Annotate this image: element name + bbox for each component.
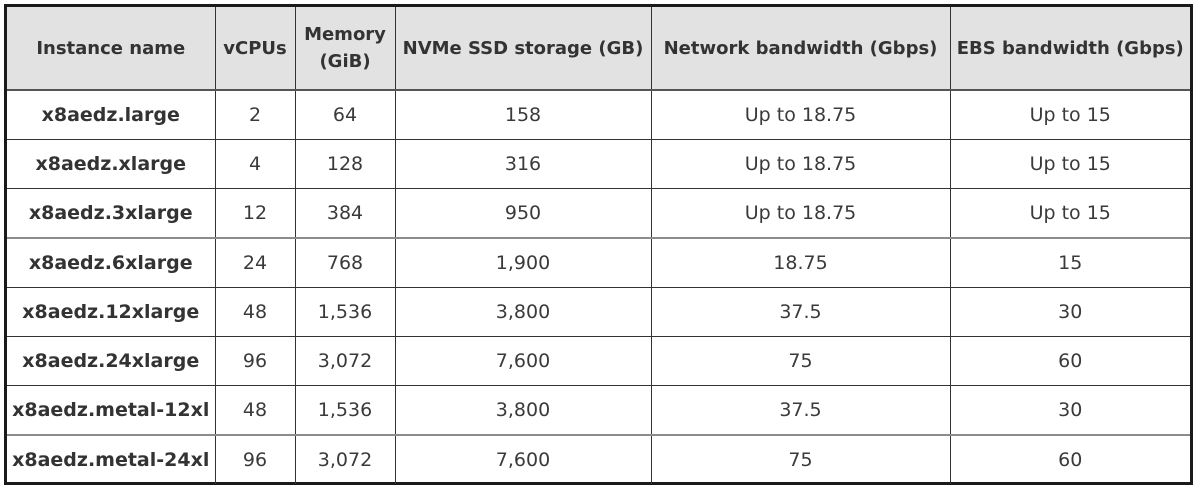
header-ebs-bandwidth: EBS bandwidth (Gbps) [949,7,1190,91]
cell-instance-name: x8aedz.12xlarge [7,287,216,337]
cell-memory: 1,536 [294,385,396,436]
table-row: x8aedz.metal-12xl 48 1,536 3,800 37.5 30 [7,385,1190,436]
cell-memory: 128 [294,139,396,189]
header-nvme-ssd-storage: NVMe SSD storage (GB) [394,7,652,91]
table-row: x8aedz.xlarge 4 128 316 Up to 18.75 Up t… [7,139,1190,189]
cell-network-bandwidth: Up to 18.75 [650,188,951,239]
table-row: x8aedz.metal-24xl 96 3,072 7,600 75 60 [7,434,1190,484]
table-row: x8aedz.3xlarge 12 384 950 Up to 18.75 Up… [7,188,1190,239]
cell-instance-name: x8aedz.metal-24xl [7,434,216,484]
cell-ebs-bandwidth: 60 [949,434,1190,484]
header-vcpus: vCPUs [214,7,296,91]
cell-network-bandwidth: 75 [650,336,951,386]
table-row: x8aedz.6xlarge 24 768 1,900 18.75 15 [7,237,1190,288]
cell-nvme-ssd-storage: 316 [394,139,652,189]
cell-network-bandwidth: Up to 18.75 [650,139,951,189]
cell-vcpus: 12 [214,188,296,239]
cell-vcpus: 24 [214,237,296,288]
cell-network-bandwidth: 75 [650,434,951,484]
cell-network-bandwidth: 18.75 [650,237,951,288]
cell-vcpus: 96 [214,336,296,386]
cell-ebs-bandwidth: Up to 15 [949,139,1190,189]
cell-instance-name: x8aedz.24xlarge [7,336,216,386]
cell-vcpus: 4 [214,139,296,189]
cell-nvme-ssd-storage: 7,600 [394,434,652,484]
cell-instance-name: x8aedz.metal-12xl [7,385,216,436]
cell-ebs-bandwidth: 15 [949,237,1190,288]
table-row: x8aedz.large 2 64 158 Up to 18.75 Up to … [7,89,1190,140]
cell-memory: 64 [294,89,396,140]
cell-memory: 384 [294,188,396,239]
cell-vcpus: 48 [214,385,296,436]
cell-nvme-ssd-storage: 1,900 [394,237,652,288]
cell-vcpus: 2 [214,89,296,140]
cell-network-bandwidth: 37.5 [650,287,951,337]
table-header-row: Instance name vCPUs Memory (GiB) NVMe SS… [7,7,1190,91]
cell-instance-name: x8aedz.6xlarge [7,237,216,288]
instance-specs-table-container: Instance name vCPUs Memory (GiB) NVMe SS… [4,4,1193,485]
cell-ebs-bandwidth: Up to 15 [949,89,1190,140]
cell-memory: 3,072 [294,434,396,484]
cell-nvme-ssd-storage: 3,800 [394,385,652,436]
cell-nvme-ssd-storage: 158 [394,89,652,140]
header-network-bandwidth: Network bandwidth (Gbps) [650,7,951,91]
cell-ebs-bandwidth: 30 [949,287,1190,337]
table-row: x8aedz.12xlarge 48 1,536 3,800 37.5 30 [7,287,1190,337]
cell-ebs-bandwidth: Up to 15 [949,188,1190,239]
cell-ebs-bandwidth: 30 [949,385,1190,436]
table-row: x8aedz.24xlarge 96 3,072 7,600 75 60 [7,336,1190,386]
cell-nvme-ssd-storage: 7,600 [394,336,652,386]
cell-network-bandwidth: 37.5 [650,385,951,436]
header-memory: Memory (GiB) [294,7,396,91]
cell-memory: 768 [294,237,396,288]
cell-memory: 3,072 [294,336,396,386]
cell-ebs-bandwidth: 60 [949,336,1190,386]
header-instance-name: Instance name [7,7,216,91]
cell-vcpus: 48 [214,287,296,337]
cell-instance-name: x8aedz.large [7,89,216,140]
cell-instance-name: x8aedz.3xlarge [7,188,216,239]
cell-memory: 1,536 [294,287,396,337]
cell-network-bandwidth: Up to 18.75 [650,89,951,140]
instance-specs-table: Instance name vCPUs Memory (GiB) NVMe SS… [7,7,1190,484]
cell-nvme-ssd-storage: 3,800 [394,287,652,337]
cell-instance-name: x8aedz.xlarge [7,139,216,189]
cell-nvme-ssd-storage: 950 [394,188,652,239]
cell-vcpus: 96 [214,434,296,484]
